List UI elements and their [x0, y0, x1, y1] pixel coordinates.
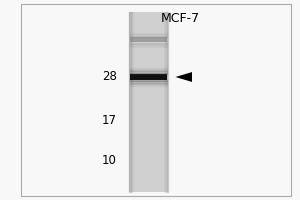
Text: 10: 10	[102, 154, 117, 166]
Bar	[21, 4, 291, 196]
Bar	[129, 12, 168, 192]
Text: 28: 28	[102, 70, 117, 82]
Bar	[130, 74, 167, 80]
Text: 17: 17	[102, 114, 117, 127]
Text: MCF-7: MCF-7	[160, 12, 200, 25]
Bar	[130, 37, 167, 42]
Polygon shape	[176, 72, 192, 82]
